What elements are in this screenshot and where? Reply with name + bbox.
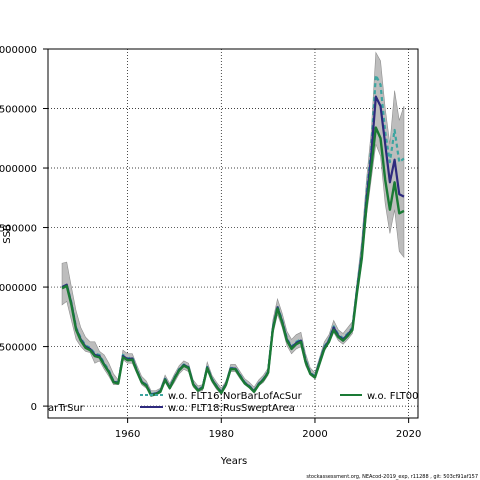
y-tick-label: 3000000 bbox=[0, 45, 37, 56]
y-tick-label: 2500000 bbox=[0, 105, 37, 116]
series-line-2 bbox=[61, 95, 405, 396]
y-tick-label: 1000000 bbox=[0, 283, 37, 294]
y-axis-label: SSB bbox=[2, 224, 13, 244]
x-tick-label: 1960 bbox=[115, 429, 140, 440]
series-line-1 bbox=[61, 74, 405, 396]
confidence-band bbox=[61, 51, 405, 397]
x-axis-label: Years bbox=[220, 456, 247, 467]
x-tick-label: 2000 bbox=[302, 429, 327, 440]
legend-label: w.o. FLT18:RusSweptArea bbox=[168, 403, 295, 414]
x-tick-label: 2020 bbox=[396, 429, 421, 440]
y-tick-label: 500000 bbox=[0, 343, 37, 354]
axis-ticks: 1960 1980 2000 2020 0 500000 1000000 1500000 200… bbox=[0, 45, 421, 440]
series-layer bbox=[61, 74, 405, 397]
legend-label: w.o. FLT00 bbox=[367, 391, 419, 402]
legend-label: w.o. FLT16:NorBarLofAcSur bbox=[168, 391, 303, 402]
confidence-ribbon-layer bbox=[61, 51, 405, 397]
y-tick-label: 0 bbox=[31, 402, 37, 413]
plot-frame bbox=[47, 48, 419, 419]
series-line-3 bbox=[61, 126, 405, 397]
y-tick-label: 1500000 bbox=[0, 224, 37, 235]
legend-label: arTrSur bbox=[48, 403, 85, 414]
x-tick-label: 1980 bbox=[209, 429, 234, 440]
y-tick-label: 2000000 bbox=[0, 164, 37, 175]
footer-text: stockassessment.org, NEAcod-2019_exp, r1… bbox=[306, 474, 478, 480]
